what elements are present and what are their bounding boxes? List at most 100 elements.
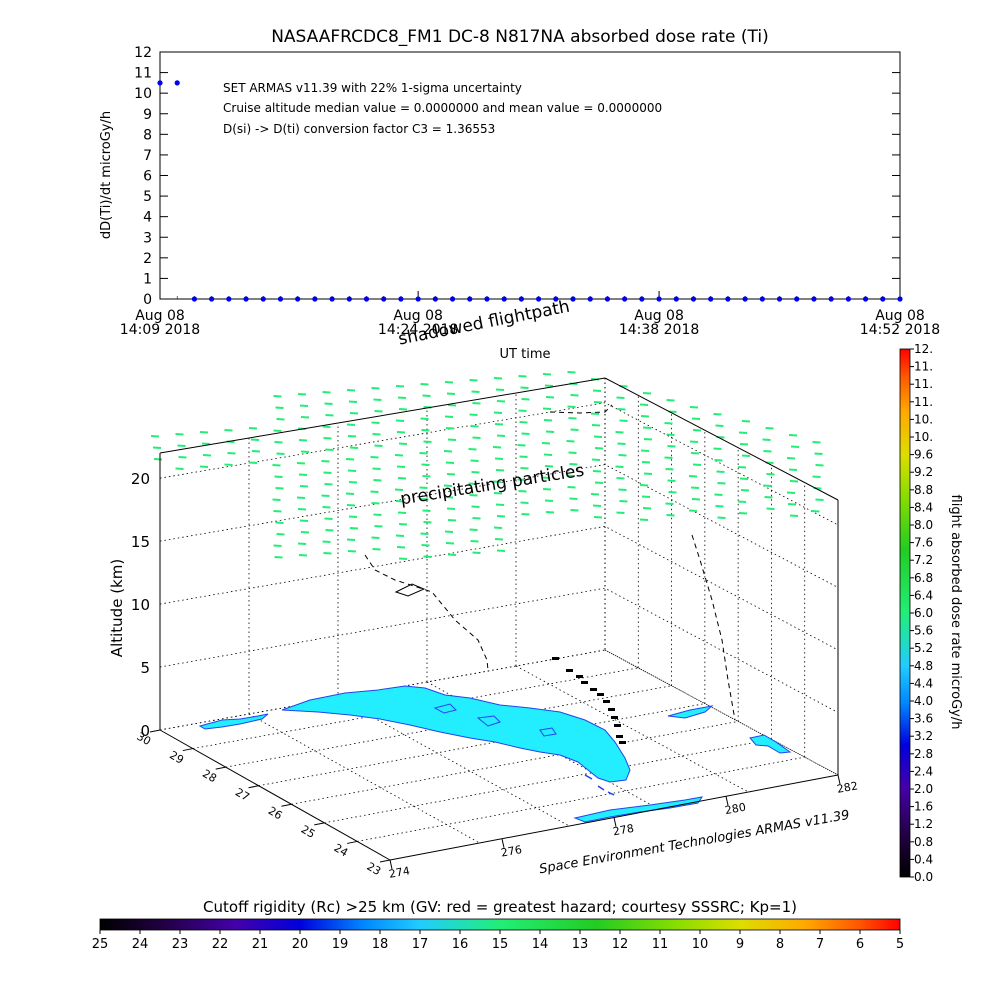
latitude-tick-label: 30 <box>134 730 153 748</box>
particle-mark <box>593 435 603 438</box>
particle-mark <box>346 389 356 392</box>
particle-mark <box>786 491 796 494</box>
particle-mark <box>296 462 306 465</box>
particle-mark <box>273 429 282 432</box>
ground-flight-mark <box>608 708 615 711</box>
particle-mark <box>300 531 310 534</box>
colorbar-vertical-tick-label: 4.0 <box>914 694 933 708</box>
particle-mark <box>202 454 212 457</box>
longitude-tick <box>725 796 729 806</box>
particle-mark <box>521 432 530 435</box>
particle-mark <box>542 407 552 410</box>
particle-mark <box>276 533 285 536</box>
particle-mark <box>518 409 527 412</box>
y-tick-label: 4 <box>143 210 152 226</box>
data-point <box>346 296 352 302</box>
front-left-floor-edge <box>159 729 391 861</box>
colorbar-horizontal-tick-label: 17 <box>412 937 429 952</box>
particle-mark <box>616 511 625 514</box>
colorbar-vertical-ticks: 0.0 0.4 0.8 1.2 1.6 2.0 2.4 2.8 3.2 3.6 4.0 4.4 4.8 5… <box>910 342 933 884</box>
altitude-ticks: 0 5 10 15 20 <box>131 470 150 740</box>
dose-rate-colorbar: 0.0 0.4 0.8 1.2 1.6 2.0 2.4 2.8 3.2 3.6 4.0 4.4 4.8 5… <box>899 342 963 884</box>
particle-mark <box>664 456 673 459</box>
data-point <box>897 296 903 302</box>
particle-mark <box>619 500 628 503</box>
particle-mark <box>370 456 379 459</box>
data-point <box>295 296 301 302</box>
colorbar-horizontal-fill <box>99 918 901 931</box>
altitude-axis-label: Altitude (km) <box>108 559 126 657</box>
particle-mark <box>199 465 209 468</box>
flight-track-dashed <box>364 554 489 671</box>
particle-mark <box>395 500 405 503</box>
colorbar-horizontal-tick-label: 5 <box>896 937 904 952</box>
latitude-tick <box>248 785 259 789</box>
particle-mark <box>665 502 674 505</box>
particle-mark <box>272 498 281 501</box>
particle-mark <box>815 498 824 501</box>
colorbar-horizontal-tick-label: 18 <box>372 937 389 952</box>
colorbar-vertical-tick-label: 12. <box>914 342 933 356</box>
particle-mark <box>666 433 675 436</box>
x-tick-date: Aug 08 <box>875 308 925 324</box>
particle-mark <box>688 509 698 512</box>
particle-mark <box>297 542 307 545</box>
particle-mark <box>715 424 724 427</box>
particle-mark <box>276 452 285 455</box>
ground-flight-mark <box>619 741 626 744</box>
data-point <box>174 80 180 86</box>
particle-mark <box>346 423 356 426</box>
particle-mark <box>422 509 431 512</box>
particle-mark <box>665 468 674 471</box>
particle-mark <box>545 396 555 399</box>
particle-mark <box>398 408 408 411</box>
particle-mark <box>373 479 382 482</box>
colorbar-vertical-tick-label: 11. <box>914 377 933 391</box>
particle-mark <box>275 521 284 524</box>
colorbar-vertical-tick-label: 10. <box>914 412 933 426</box>
particle-mark <box>469 379 478 382</box>
colorbar-horizontal-tick-label: 20 <box>292 937 309 952</box>
latitude-tick <box>215 766 226 770</box>
altitude-tick-label: 15 <box>131 533 150 551</box>
colorbar-horizontal-tick-label: 10 <box>692 937 709 952</box>
data-point <box>381 296 387 302</box>
lake-okeechobee <box>433 703 557 737</box>
particle-mark <box>447 519 457 522</box>
panhandle-land <box>198 713 269 730</box>
y-tick-label: 11 <box>134 66 152 82</box>
colorbar-horizontal-tick-label: 13 <box>572 937 589 952</box>
particle-mark <box>421 429 430 432</box>
data-point <box>656 296 662 302</box>
y-tick-label: 0 <box>143 292 152 308</box>
particle-mark <box>640 415 650 418</box>
particle-mark <box>569 463 578 466</box>
colorbar-horizontal-tick-label: 11 <box>652 937 669 952</box>
latitude-tick-label: 24 <box>332 841 351 859</box>
data-point <box>518 296 524 302</box>
particle-mark <box>741 420 751 423</box>
colorbar-vertical-tick-label: 3.2 <box>914 729 933 743</box>
particle-mark <box>178 456 187 459</box>
particle-mark <box>520 386 529 389</box>
colorbar-vertical-label: flight absorbed dose rate microGy/h <box>948 495 963 730</box>
dose-rate-plot: NASAAFRCDC8_FM1 DC-8 N817NA absorbed dos… <box>99 27 940 362</box>
y-tick-label: 12 <box>134 45 152 61</box>
particle-mark <box>347 469 357 472</box>
bounding-box <box>159 377 839 861</box>
colorbar-horizontal-tick-label: 25 <box>92 937 109 952</box>
y-tick-label: 2 <box>143 251 152 267</box>
particle-mark <box>590 412 600 415</box>
particle-mark <box>250 438 260 441</box>
particle-mark <box>570 509 579 512</box>
particle-mark <box>618 488 627 491</box>
particle-mark <box>520 467 529 470</box>
colorbar-vertical-tick-label: 10. <box>914 430 933 444</box>
precipitating-particles <box>150 371 824 560</box>
particle-mark <box>395 385 405 388</box>
particle-mark <box>349 446 359 449</box>
data-point <box>673 296 679 302</box>
particle-mark <box>443 450 453 453</box>
data-point <box>329 296 335 302</box>
data-point <box>845 296 851 302</box>
